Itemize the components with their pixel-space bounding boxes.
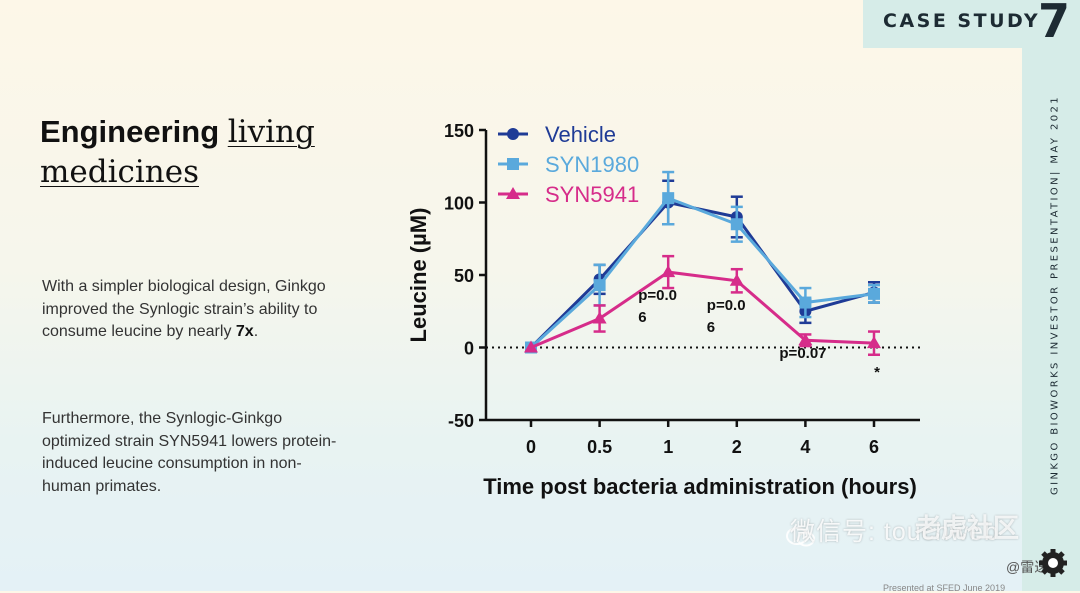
paragraph-1-emph: 7x [235,323,254,340]
watermark-wechat: 微信号: touchweb [790,518,999,546]
footer-note: Presented at SFED June 2019 [883,583,1006,593]
data-point-syn5941 [524,340,538,353]
title-part-3: medicines [40,154,199,190]
x-tick-label: 1 [663,437,673,457]
watermark-site: 老虎社区 [915,513,1020,543]
watermark-handle: @雷递 [1006,559,1049,575]
data-point-syn1980 [799,296,812,309]
annotation-text: p=0.0 [707,297,746,314]
data-point-syn1980 [868,287,880,300]
x-tick-label: 6 [869,437,879,457]
annotation-text: 6 [707,319,715,336]
title-part-2: living [227,114,315,150]
x-tick-label: 4 [800,437,810,457]
data-point-syn5941 [867,336,881,349]
series-line-syn5941 [530,270,875,349]
data-point-syn5941 [592,311,607,324]
page-title: Engineering living medicines [40,112,315,192]
data-point-syn1980 [730,218,743,231]
title-part-1: Engineering [40,114,228,149]
y-tick-label: 100 [444,194,474,214]
x-tick-label: 0 [526,437,536,457]
gear-icon [1039,549,1067,577]
legend-marker [507,158,519,170]
legend-label-vehicle: Vehicle [545,122,616,147]
case-study-badge: CASE STUDY 7 [863,0,1080,48]
wechat-icon [786,527,815,547]
legend-label-syn5941: SYN5941 [545,182,639,207]
data-point-syn5941 [661,265,676,278]
leucine-chart: 150 100 50 0 -50 0 0.5 1 2 4 6 Time post bacteria a… [406,121,920,499]
side-strip [1022,48,1080,591]
x-tick-label: 2 [732,437,742,457]
x-axis-label: Time post bacteria administration (hours… [483,474,917,499]
paragraph-1-end: . [253,323,259,340]
paragraph-2: Furthermore, the Synlogic-Ginkgo optimiz… [42,410,337,495]
legend-label-syn1980: SYN1980 [545,152,639,177]
y-tick-label: 50 [454,266,474,286]
y-tick-label: 0 [464,339,474,359]
data-point-syn1980 [662,192,675,205]
annotation-text: p=0.0 [638,287,677,304]
y-tick-label: 150 [444,121,474,141]
annotation-text: * [874,364,880,381]
legend-marker [507,128,519,140]
legend-marker [506,187,520,199]
annotation-text: 6 [638,309,646,326]
annotation-text: p=0.07 [779,345,826,362]
data-point-syn1980 [593,279,606,292]
paragraph-1: With a simpler biological design, Ginkgo… [42,276,342,344]
data-point-syn5941 [798,333,813,346]
case-study-number: 7 [1037,0,1070,48]
data-point-syn5941 [729,273,744,286]
side-text: GINKGO BIOWORKS INVESTOR PRESENTATION| M… [1049,94,1061,496]
y-axis-label: Leucine (µM) [406,208,431,343]
y-tick-label: -50 [448,411,474,431]
series-line-syn1980 [529,196,875,349]
paragraph-1-text: With a simpler biological design, Ginkgo… [42,278,326,340]
case-study-label: CASE STUDY [883,10,1041,32]
x-tick-label: 0.5 [587,437,612,457]
